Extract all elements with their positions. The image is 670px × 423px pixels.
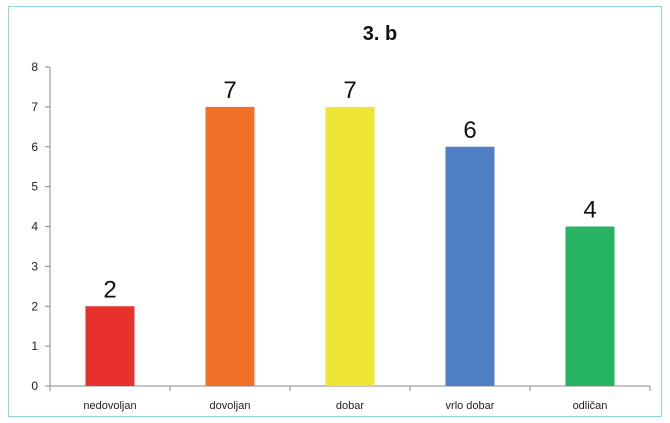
- y-tick-label: 8: [31, 60, 38, 74]
- y-tick-label: 0: [31, 379, 38, 393]
- chart-title: 3. b: [363, 23, 397, 45]
- y-tick-label: 2: [31, 299, 38, 313]
- data-label: 7: [343, 77, 356, 104]
- x-tick-label: nedovoljan: [83, 400, 136, 412]
- data-labels: 2 7 7 6 4: [103, 77, 596, 303]
- x-tick-label: vrlo dobar: [446, 400, 495, 412]
- bars: [85, 106, 615, 386]
- bar: [565, 226, 615, 386]
- y-tick-label: 7: [31, 100, 38, 114]
- x-tick-label: dovoljan: [210, 400, 251, 412]
- bar: [205, 106, 255, 386]
- bar: [445, 146, 495, 386]
- y-tick-label: 3: [31, 259, 38, 273]
- bar: [85, 306, 135, 386]
- x-tick-label: dobar: [336, 400, 364, 412]
- axes: 0 1 2 3 4 5 6 7 8 nedovoljan dovoljan dobar vrlo dob…: [31, 60, 651, 412]
- data-label: 2: [103, 276, 116, 303]
- data-label: 6: [463, 117, 476, 144]
- data-label: 7: [223, 77, 236, 104]
- x-tick-label: odličan: [573, 400, 608, 412]
- y-tick-label: 6: [31, 140, 38, 154]
- y-tick-label: 1: [31, 339, 38, 353]
- bar: [325, 106, 375, 386]
- y-tick-label: 4: [31, 220, 38, 234]
- data-label: 4: [583, 197, 596, 224]
- y-tick-label: 5: [31, 180, 38, 194]
